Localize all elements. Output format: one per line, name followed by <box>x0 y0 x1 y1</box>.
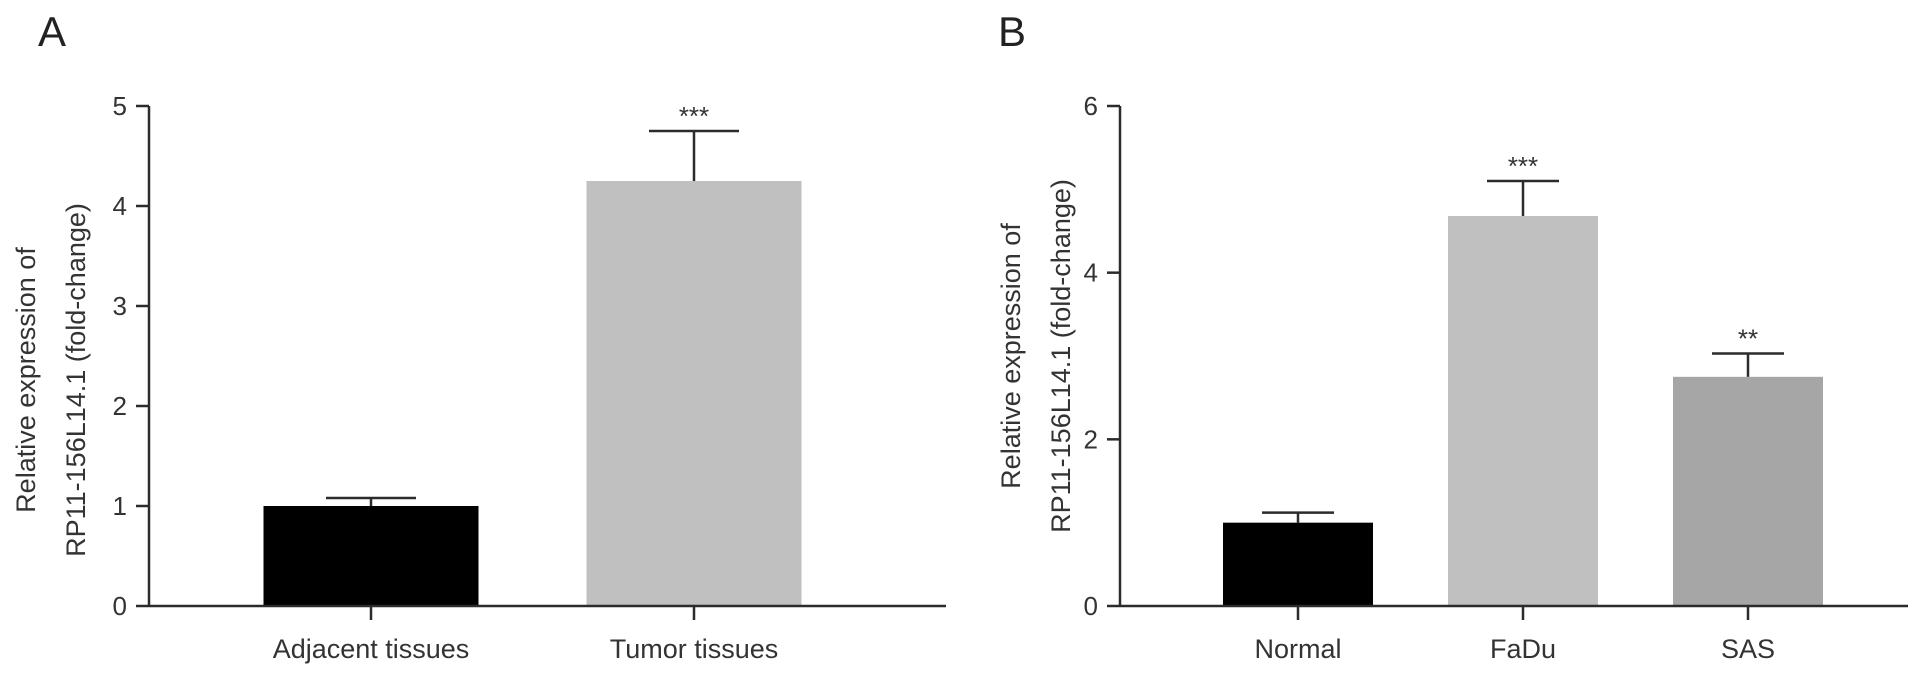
panel-label: A <box>38 8 66 55</box>
bar-1 <box>586 181 802 606</box>
category-label: Tumor tissues <box>610 634 779 664</box>
y-tick-label: 2 <box>113 391 127 421</box>
y-tick-label: 0 <box>1084 591 1098 621</box>
panel-label: B <box>998 8 1026 55</box>
y-axis-label: Relative expression of <box>996 223 1026 489</box>
y-tick-label: 4 <box>113 191 127 221</box>
y-tick-label: 3 <box>113 291 127 321</box>
category-label: Normal <box>1254 634 1341 664</box>
significance-marker-1: *** <box>1508 151 1538 181</box>
category-label: FaDu <box>1490 634 1556 664</box>
significance-marker-2: ** <box>1738 324 1758 354</box>
y-tick-label: 4 <box>1084 258 1098 288</box>
significance-marker-1: *** <box>679 101 709 131</box>
bar-0 <box>1223 522 1373 606</box>
bar-2 <box>1673 376 1823 606</box>
y-tick-label: 6 <box>1084 91 1098 121</box>
chart-panel-a: A Relative expression of RP11-156L14.1 (fo… <box>11 8 946 664</box>
y-tick-label: 2 <box>1084 424 1098 454</box>
bar-0 <box>263 506 479 606</box>
bar-chart-b: B Relative expression of RP11-156L14.1 (fo… <box>996 8 1908 664</box>
y-tick-label: 0 <box>113 591 127 621</box>
bar-1 <box>1448 216 1598 606</box>
y-axis-label: Relative expression of <box>11 247 41 513</box>
chart-panel-b: B Relative expression of RP11-156L14.1 (fo… <box>960 0 1913 677</box>
category-label: Adjacent tissues <box>273 634 470 664</box>
category-label: SAS <box>1721 634 1775 664</box>
y-axis-label: RP11-156L14.1 (fold-change) <box>1046 179 1076 533</box>
y-tick-label: 5 <box>113 91 127 121</box>
y-axis-label: RP11-156L14.1 (fold-change) <box>61 203 91 557</box>
bar-chart-a: A Relative expression of RP11-156L14.1 (fo… <box>11 8 946 664</box>
y-tick-label: 1 <box>113 491 127 521</box>
